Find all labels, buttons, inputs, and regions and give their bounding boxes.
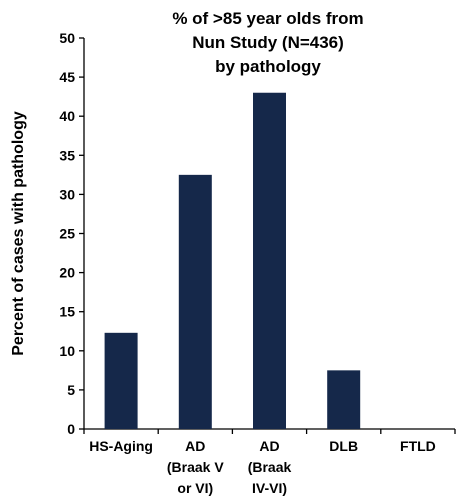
y-tick-label: 5 — [67, 382, 75, 398]
chart-title: % of >85 year olds from Nun Study (N=436)… — [172, 9, 363, 76]
y-tick-label: 35 — [59, 147, 75, 163]
y-tick-label: 0 — [67, 421, 75, 437]
y-tick-label: 10 — [59, 343, 75, 359]
x-tick-label: DLB — [329, 438, 358, 454]
y-axis-label: Percent of cases with pathology — [10, 111, 27, 356]
bar — [104, 332, 138, 429]
y-axis-title: Percent of cases with pathology — [10, 111, 27, 356]
x-axis-labels: HS-Aging AD (Braak V or VI) AD (Braak IV-VI) DL… — [89, 438, 436, 496]
x-tick-label: AD — [185, 438, 205, 454]
chart-title-line: % of >85 year olds from — [172, 9, 363, 28]
chart-title-line: by pathology — [215, 57, 321, 76]
chart-title-line: Nun Study (N=436) — [192, 33, 344, 52]
bar — [327, 370, 361, 429]
x-tick-label: or VI) — [177, 480, 213, 496]
x-tick-label: HS-Aging — [89, 438, 153, 454]
x-tick-label: AD — [259, 438, 279, 454]
y-tick-label: 50 — [59, 30, 75, 46]
y-tick-label: 25 — [59, 226, 75, 242]
x-tick-label: (Braak — [248, 459, 292, 475]
bar — [178, 174, 212, 429]
x-tick-label: (Braak V — [167, 459, 224, 475]
y-tick-label: 30 — [59, 186, 75, 202]
x-tick-label: IV-VI) — [252, 480, 287, 496]
y-tick-label: 15 — [59, 304, 75, 320]
bar — [253, 92, 286, 430]
y-tick-label: 45 — [59, 69, 75, 85]
y-tick-label: 20 — [59, 265, 75, 281]
y-axis-ticks: 0 5 10 15 20 25 30 35 40 45 50 — [59, 30, 84, 437]
y-tick-label: 40 — [59, 108, 75, 124]
x-tick-label: FTLD — [400, 438, 436, 454]
bars — [104, 92, 361, 430]
